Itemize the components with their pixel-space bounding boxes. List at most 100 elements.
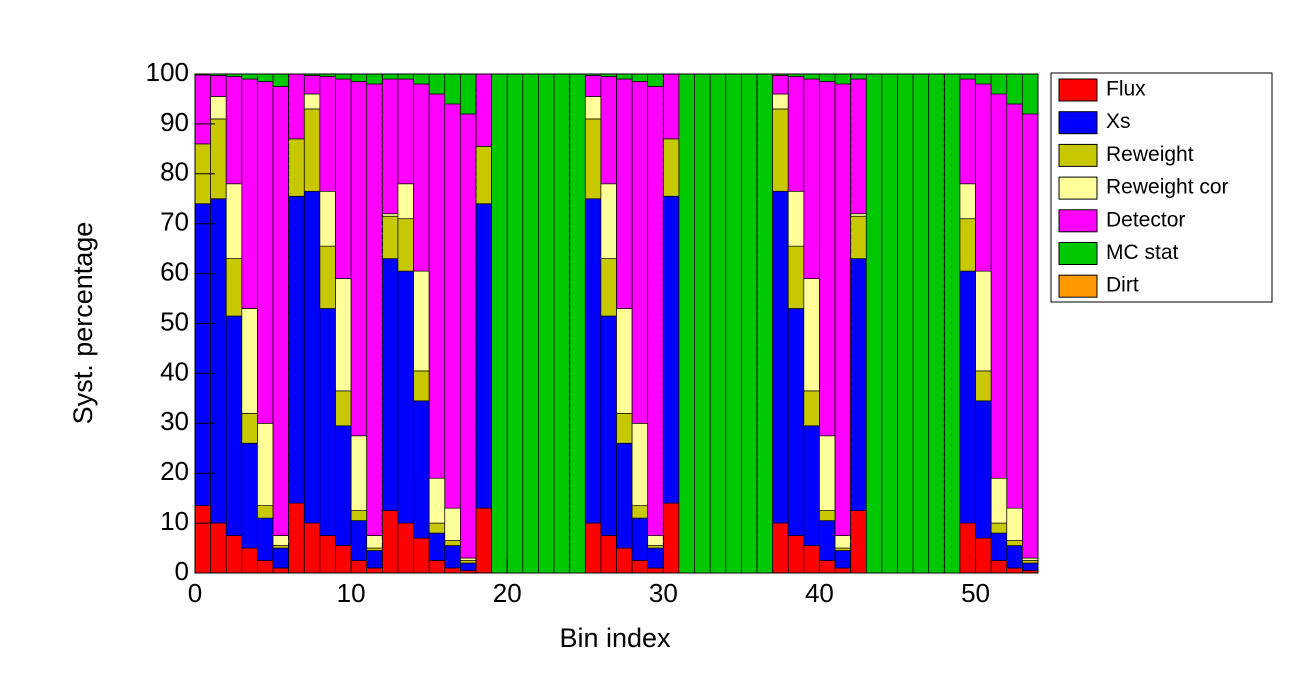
bar-segment: [631, 517, 649, 561]
bar-segment: [350, 81, 368, 437]
bar-segment: [709, 73, 727, 574]
bar-segment: [272, 567, 290, 574]
bar-segment: [600, 315, 617, 536]
bar-segment: [600, 535, 617, 574]
bar-segment: [631, 505, 649, 519]
legend-swatch: [1058, 176, 1098, 200]
x-tick-label: 30: [649, 578, 678, 608]
legend-swatch: [1058, 209, 1098, 233]
bar-segment: [569, 73, 586, 574]
bar-segment: [850, 258, 867, 511]
bar-segment: [225, 183, 243, 259]
legend-swatch: [1058, 78, 1098, 102]
bar-segment: [803, 278, 820, 392]
bar-segment: [787, 308, 805, 536]
x-tick-label: 50: [961, 578, 990, 608]
bar-segment: [257, 422, 274, 506]
bar-segment: [850, 78, 867, 215]
bar-segment: [475, 73, 492, 147]
legend-swatch: [1058, 274, 1098, 298]
bar-segment: [428, 93, 446, 479]
bar-segment: [428, 477, 446, 524]
bar-segment: [475, 203, 492, 509]
y-tick-label: 70: [160, 207, 189, 237]
bar-segment: [772, 75, 789, 95]
bar-segment: [319, 76, 336, 192]
bar-segment: [1006, 507, 1023, 541]
y-tick-label: 90: [160, 107, 189, 137]
bar-segment: [865, 73, 883, 574]
bar-segment: [647, 567, 664, 574]
bar-segment: [397, 270, 414, 524]
bar-segment: [381, 78, 399, 215]
bar-segment: [834, 567, 852, 574]
bar-segment: [335, 390, 352, 427]
bar-segment: [366, 550, 383, 569]
bar-segment: [975, 270, 992, 372]
bar-segment: [928, 73, 945, 574]
bar-segment: [600, 183, 617, 259]
bar-segment: [584, 522, 602, 574]
bar-segment: [319, 190, 336, 247]
bar-segment: [303, 75, 321, 95]
bar-segment: [335, 278, 352, 392]
bar-segment: [522, 73, 539, 574]
bar-segment: [616, 73, 633, 80]
legend-label: MC stat: [1106, 241, 1179, 264]
bar-segment: [662, 195, 680, 504]
bar-segment: [990, 477, 1008, 524]
bar-segment: [787, 535, 805, 574]
bar-segment: [241, 442, 258, 549]
bar-segment: [662, 502, 680, 574]
legend-label: Reweight: [1106, 143, 1194, 166]
bar-segment: [975, 370, 992, 402]
bar-segment: [1006, 73, 1023, 105]
bar-segment: [288, 138, 305, 197]
bar-segment: [194, 74, 211, 145]
bar-segment: [413, 73, 430, 85]
bar-segment: [850, 510, 867, 574]
bar-segment: [381, 258, 399, 511]
bar-segment: [210, 198, 227, 524]
bar-segment: [1022, 113, 1039, 559]
y-axis-label: Syst. percentage: [68, 222, 98, 425]
bar-segment: [1022, 557, 1039, 561]
x-tick-label: 40: [805, 578, 834, 608]
bar-segment: [819, 81, 836, 437]
bar-segment: [241, 412, 258, 444]
bar-segment: [787, 190, 805, 247]
bar-segment: [647, 535, 664, 546]
bar-segment: [194, 505, 211, 574]
bar-segment: [257, 517, 274, 561]
bar-segment: [366, 567, 383, 574]
bar-segment: [381, 510, 399, 574]
bar-segment: [741, 73, 758, 574]
bar-segment: [475, 507, 492, 574]
bar-segment: [662, 138, 680, 197]
bar-segment: [428, 560, 446, 574]
bar-segment: [413, 83, 430, 272]
bar-segment: [460, 73, 477, 115]
bar-segment: [803, 78, 820, 279]
bar-segment: [257, 73, 274, 82]
bar-segment: [491, 73, 508, 574]
bar-segment: [272, 535, 290, 546]
bar-segment: [319, 245, 336, 309]
bar-segment: [959, 183, 976, 220]
bar-segment: [959, 522, 976, 574]
bar-segment: [1006, 567, 1023, 574]
bar-segment: [366, 83, 383, 536]
bar-segment: [366, 73, 383, 85]
bar-segment: [631, 73, 649, 82]
bar-segment: [350, 73, 368, 82]
bar-segment: [616, 547, 633, 574]
x-axis-label: Bin index: [559, 623, 671, 653]
bar-segment: [772, 522, 789, 574]
bar-segment: [460, 557, 477, 561]
bar-segment: [444, 507, 461, 541]
bar-segment: [819, 435, 836, 511]
bar-segment: [912, 73, 930, 574]
bar-segment: [850, 73, 867, 80]
bar-segment: [616, 308, 633, 414]
bar-segment: [335, 73, 352, 80]
